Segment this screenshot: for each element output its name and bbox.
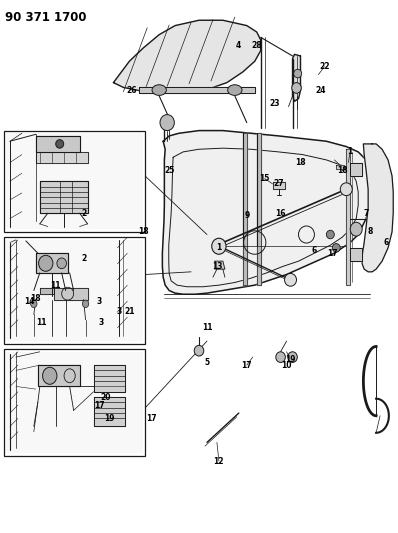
Ellipse shape [31, 300, 37, 308]
Text: 9: 9 [244, 212, 250, 220]
Polygon shape [36, 253, 68, 273]
Text: 10: 10 [281, 361, 292, 369]
Polygon shape [243, 133, 247, 285]
Text: 1: 1 [347, 148, 353, 156]
Text: 15: 15 [259, 174, 270, 183]
Polygon shape [113, 20, 261, 93]
Ellipse shape [350, 222, 362, 236]
Text: 18: 18 [295, 158, 306, 167]
Polygon shape [215, 261, 225, 269]
Text: 5: 5 [205, 358, 209, 367]
Text: 22: 22 [319, 62, 330, 71]
Polygon shape [36, 136, 80, 152]
Bar [4, 349, 145, 456]
Text: 3: 3 [99, 318, 104, 327]
Text: 13: 13 [212, 262, 222, 271]
Text: 90 371 1700: 90 371 1700 [5, 11, 86, 24]
Ellipse shape [212, 238, 226, 254]
Polygon shape [273, 182, 285, 189]
Text: 11: 11 [37, 318, 47, 327]
Text: 28: 28 [252, 41, 262, 50]
Ellipse shape [160, 115, 174, 131]
Text: 19: 19 [104, 414, 115, 423]
Text: 26: 26 [126, 86, 137, 95]
Text: 3: 3 [117, 308, 122, 316]
Ellipse shape [326, 230, 334, 239]
Polygon shape [54, 288, 88, 300]
Polygon shape [40, 181, 88, 213]
Polygon shape [94, 365, 125, 392]
Text: 2: 2 [81, 209, 86, 217]
Ellipse shape [276, 352, 285, 362]
Bar [4, 131, 145, 232]
Ellipse shape [56, 140, 64, 148]
Text: 17: 17 [146, 414, 156, 423]
Text: 17: 17 [94, 401, 105, 409]
Ellipse shape [294, 69, 302, 78]
Polygon shape [257, 133, 261, 285]
Text: 21: 21 [124, 308, 135, 316]
Bar [6, 133, 143, 229]
Bar [4, 237, 145, 344]
Ellipse shape [292, 83, 301, 93]
Ellipse shape [340, 183, 352, 196]
Text: 23: 23 [269, 100, 280, 108]
Polygon shape [38, 365, 80, 386]
Text: 16: 16 [275, 209, 286, 217]
Ellipse shape [288, 352, 297, 362]
Bar [6, 240, 143, 341]
Ellipse shape [43, 367, 57, 384]
Ellipse shape [39, 255, 53, 271]
Text: 18: 18 [31, 294, 41, 303]
Polygon shape [350, 248, 362, 261]
Text: 17: 17 [327, 249, 338, 257]
Polygon shape [362, 144, 393, 272]
Ellipse shape [285, 273, 297, 286]
Text: 18: 18 [138, 228, 148, 236]
Text: 3: 3 [97, 297, 102, 305]
Bar [6, 352, 143, 453]
Text: 11: 11 [51, 281, 61, 289]
Ellipse shape [332, 244, 340, 252]
Polygon shape [36, 152, 88, 163]
Text: 1: 1 [216, 244, 222, 252]
Polygon shape [346, 149, 350, 285]
Text: 27: 27 [273, 180, 284, 188]
Polygon shape [336, 165, 344, 169]
Text: 6: 6 [312, 246, 317, 255]
Ellipse shape [152, 85, 166, 95]
Polygon shape [94, 397, 125, 426]
Text: 17: 17 [242, 361, 252, 369]
Ellipse shape [228, 85, 242, 95]
Text: 8: 8 [367, 228, 373, 236]
Text: 20: 20 [100, 393, 111, 401]
Text: 18: 18 [337, 166, 347, 175]
Polygon shape [162, 131, 372, 294]
Polygon shape [40, 288, 54, 294]
Polygon shape [139, 87, 255, 93]
Text: 24: 24 [315, 86, 326, 95]
Text: 2: 2 [81, 254, 86, 263]
Text: 4: 4 [236, 41, 242, 50]
Ellipse shape [82, 300, 89, 308]
Text: 11: 11 [202, 324, 212, 332]
Polygon shape [293, 54, 300, 101]
Text: 19: 19 [285, 356, 296, 364]
Text: 14: 14 [25, 297, 35, 305]
Text: 12: 12 [214, 457, 224, 465]
Text: 7: 7 [363, 209, 369, 217]
Text: 25: 25 [164, 166, 174, 175]
Text: 6: 6 [383, 238, 389, 247]
Ellipse shape [194, 345, 204, 356]
Ellipse shape [57, 258, 66, 269]
Polygon shape [350, 163, 362, 176]
